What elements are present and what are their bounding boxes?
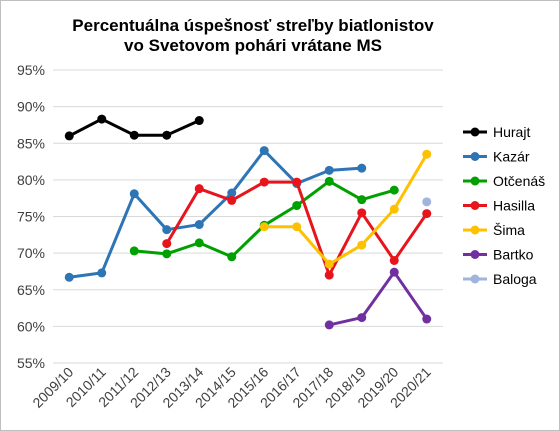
x-axis-tick-labels: 2009/102010/112011/122012/132013/142014/… (29, 364, 434, 411)
data-point (422, 209, 432, 219)
data-point (64, 131, 74, 141)
data-point (162, 239, 172, 249)
data-point (422, 197, 432, 207)
y-tick-label: 70% (17, 245, 45, 261)
data-point (357, 240, 367, 250)
legend-item: Hurajt (463, 124, 530, 140)
data-point (324, 176, 334, 186)
data-point (324, 270, 334, 280)
data-point (129, 189, 139, 199)
legend-swatch-marker (470, 176, 480, 186)
data-point (194, 184, 204, 194)
series-Hurajt (64, 114, 204, 141)
data-point (162, 130, 172, 140)
y-axis-tick-labels: 95% 90% 85% 80% 75% 70% 65% 60% 55% (17, 62, 45, 371)
legend-swatch-marker (470, 127, 480, 137)
data-point (227, 195, 237, 205)
legend: Hurajt Kazár Otčenáš Hasilla Šima Bartko Balog… (463, 124, 545, 287)
y-tick-label: 55% (17, 355, 45, 371)
data-point (97, 114, 107, 124)
y-tick-label: 60% (17, 318, 45, 334)
data-point (129, 130, 139, 140)
data-point (389, 255, 399, 265)
legend-item: Hasilla (463, 198, 535, 214)
y-tick-label: 85% (17, 135, 45, 151)
series-Bartko (324, 267, 432, 330)
data-point (259, 177, 269, 187)
data-point (129, 246, 139, 256)
data-point (292, 222, 302, 232)
legend-label: Šima (493, 222, 525, 238)
data-point (422, 314, 432, 324)
legend-label: Otčenáš (493, 173, 545, 189)
data-point (389, 204, 399, 214)
data-point (324, 320, 334, 330)
series-line (262, 152, 429, 266)
data-point (194, 116, 204, 126)
series-Baloga (422, 197, 432, 207)
y-tick-label: 95% (17, 62, 45, 78)
legend-label: Bartko (493, 247, 534, 263)
chart-title-line-2: vo Svetovom pohári vrátane MS (124, 36, 382, 55)
legend-label: Hurajt (493, 124, 530, 140)
chart-title-line-1: Percentuálna úspešnosť streľby biatlonis… (72, 16, 434, 35)
data-point (162, 249, 172, 259)
series-Hasilla (162, 177, 432, 280)
data-point (357, 313, 367, 323)
legend-label: Kazár (493, 149, 530, 165)
series-line (327, 270, 429, 327)
legend-item: Otčenáš (463, 173, 545, 189)
y-tick-label: 80% (17, 172, 45, 188)
legend-label: Hasilla (493, 198, 535, 214)
data-point (324, 259, 334, 269)
legend-item: Baloga (463, 271, 537, 287)
series-Šima (259, 149, 432, 269)
series-Kazár (64, 146, 367, 282)
data-point (389, 185, 399, 195)
data-point (64, 272, 74, 282)
data-point (97, 268, 107, 278)
y-tick-label: 90% (17, 99, 45, 115)
data-point (227, 252, 237, 262)
gridlines (53, 69, 443, 364)
y-tick-label: 65% (17, 282, 45, 298)
legend-swatch-marker (470, 250, 480, 259)
legend-swatch-marker (470, 152, 480, 161)
data-point (357, 195, 367, 205)
data-point (259, 222, 269, 232)
data-point (357, 208, 367, 218)
y-tick-label: 75% (17, 209, 45, 225)
data-point (324, 165, 334, 175)
legend-swatch-marker (470, 274, 480, 284)
series-line (132, 179, 396, 259)
data-point (227, 188, 237, 198)
data-point (292, 201, 302, 211)
data-point (162, 225, 172, 235)
data-point (292, 177, 302, 187)
data-point (194, 220, 204, 230)
legend-item: Šima (463, 222, 525, 238)
series-lines (64, 114, 432, 330)
data-point (194, 238, 204, 248)
legend-swatch-marker (470, 225, 480, 235)
legend-swatch-marker (470, 201, 480, 210)
data-point (389, 267, 399, 277)
legend-item: Bartko (463, 247, 534, 263)
legend-item: Kazár (463, 149, 530, 165)
data-point (357, 163, 367, 173)
legend-label: Baloga (493, 271, 537, 287)
series-line (67, 149, 364, 279)
data-point (422, 149, 432, 159)
data-point (259, 146, 269, 156)
